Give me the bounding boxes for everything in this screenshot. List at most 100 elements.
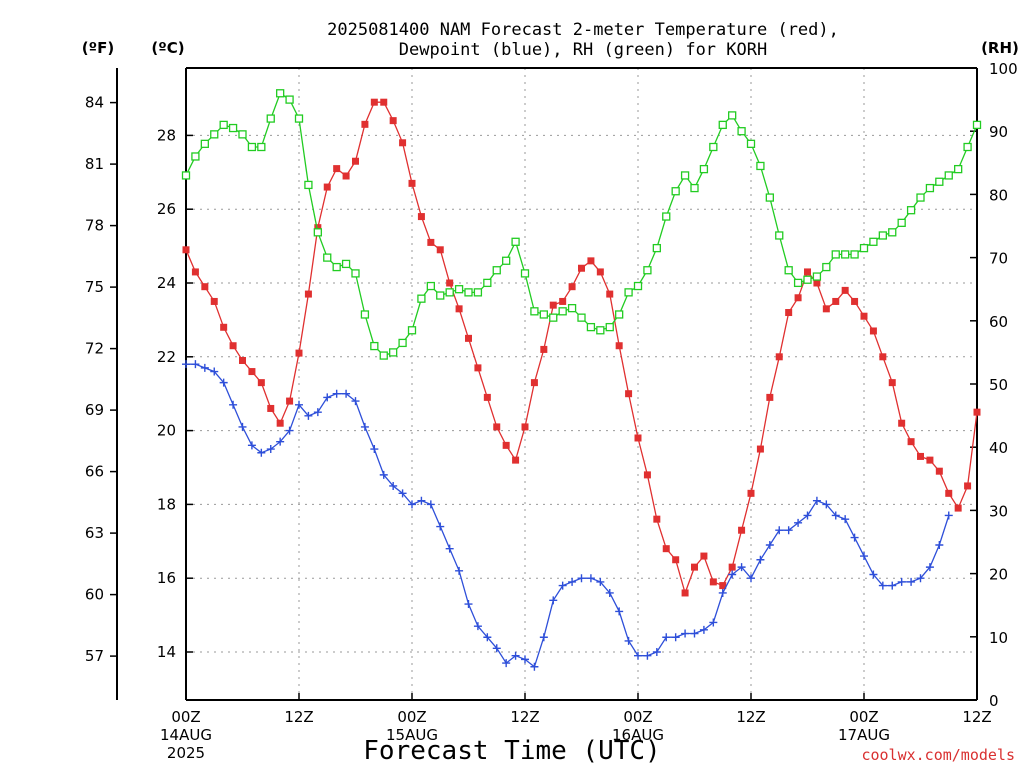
dewpoint-point	[643, 651, 652, 660]
dewpoint-point	[492, 644, 501, 653]
rh-point	[276, 89, 285, 98]
temperature-point	[436, 246, 444, 254]
dewpoint-point	[765, 540, 774, 549]
temperature-point	[888, 379, 896, 387]
rh-point	[699, 164, 709, 174]
dewpoint-point	[831, 511, 840, 520]
temperature-point	[540, 345, 548, 353]
rh-point	[520, 269, 530, 278]
rh-point	[624, 288, 633, 297]
rh-point	[257, 142, 266, 152]
temperature-point	[304, 290, 312, 298]
rh-point	[869, 237, 878, 246]
temperature-point	[926, 456, 934, 464]
temperature-point	[860, 312, 868, 320]
rh-point	[492, 266, 501, 275]
dewpoint-point	[944, 511, 953, 520]
chart-title-line-1: 2025081400 NAM Forecast 2-meter Temperat…	[327, 20, 839, 40]
dewpoint-point	[756, 555, 765, 564]
temperature-point	[653, 515, 661, 523]
rh-tick-label: 20	[989, 566, 1008, 584]
dewpoint-point	[596, 577, 605, 586]
temperature-point	[700, 552, 708, 560]
dewpoint-point	[803, 511, 812, 520]
temperature-point	[446, 279, 454, 287]
rh-tick-label: 70	[989, 250, 1008, 268]
dewpoint-point	[304, 411, 313, 420]
rh-point	[360, 310, 370, 319]
series-layer	[182, 89, 982, 671]
dewpoint-point	[558, 581, 567, 590]
rh-point	[718, 120, 727, 130]
rh-point	[558, 307, 567, 316]
rh-point	[831, 250, 840, 259]
rh-point	[963, 142, 972, 152]
fahrenheit-tick-label: 75	[85, 278, 104, 296]
rh-point	[615, 310, 624, 319]
temperature-point	[568, 283, 576, 291]
fahrenheit-tick-label: 69	[85, 401, 104, 419]
x-tick-label: 00Z 14AUG 2025	[160, 708, 212, 762]
temperature-point	[342, 172, 350, 180]
dewpoint-point	[718, 588, 727, 597]
rh-point	[539, 310, 548, 319]
temperature-point	[643, 471, 651, 479]
dewpoint-point	[521, 655, 529, 664]
temperature-point	[973, 408, 981, 416]
temperature-point	[625, 390, 633, 398]
grid-lines	[186, 68, 977, 700]
dewpoint-point	[794, 518, 803, 527]
dewpoint-point	[417, 496, 426, 505]
rh-point	[586, 322, 596, 332]
temperature-point	[738, 526, 746, 534]
dewpoint-point	[502, 659, 511, 668]
dewpoint-point	[191, 360, 200, 369]
dewpoint-point	[878, 581, 887, 590]
temperature-point	[323, 183, 331, 191]
dewpoint-point	[483, 633, 492, 642]
rh-point	[793, 278, 803, 288]
temperature-point	[314, 224, 322, 232]
rh-tick-label: 10	[989, 629, 1008, 647]
temperature-point	[512, 456, 520, 464]
dewpoint-point	[379, 470, 388, 479]
dewpoint-point	[822, 500, 831, 509]
temperature-point	[549, 301, 557, 309]
x-tick-label: 00Z 17AUG	[838, 708, 890, 744]
rh-point	[662, 212, 671, 221]
temperature-point	[681, 589, 689, 597]
rh-point	[417, 294, 426, 303]
rh-point	[897, 218, 906, 227]
rh-point	[445, 288, 454, 297]
dewpoint-point	[445, 544, 454, 553]
temperature-point	[248, 368, 256, 376]
dewpoint-point	[615, 607, 624, 616]
rh-point	[737, 127, 746, 136]
x-tick-label: 12Z	[962, 708, 991, 726]
temperature-point	[210, 297, 218, 305]
temperature-point	[502, 441, 510, 449]
temperature-series	[182, 98, 981, 597]
x-axis-label: Forecast Time (UTC)	[363, 736, 660, 766]
fahrenheit-tick-label: 72	[85, 340, 104, 358]
rh-point	[784, 266, 793, 275]
temperature-point	[257, 379, 265, 387]
rh-point	[746, 139, 756, 148]
dewpoint-point	[888, 581, 897, 590]
temperature-point	[935, 467, 943, 475]
rh-point	[765, 193, 774, 202]
rh-point	[266, 114, 275, 123]
unit-label-rh: (RH)	[981, 39, 1019, 57]
x-tick-label: 12Z	[510, 708, 539, 726]
axes	[110, 67, 978, 701]
dewpoint-point	[182, 360, 190, 369]
temperature-point	[634, 434, 642, 442]
rh-point	[859, 243, 869, 253]
temperature-point	[794, 294, 802, 302]
dewpoint-point	[784, 526, 793, 535]
celsius-tick-label: 26	[157, 200, 176, 218]
temperature-point	[521, 423, 529, 431]
temperature-point	[775, 353, 783, 361]
dewpoint-point	[247, 441, 256, 450]
unit-label-fahrenheit: (ºF)	[82, 39, 114, 57]
